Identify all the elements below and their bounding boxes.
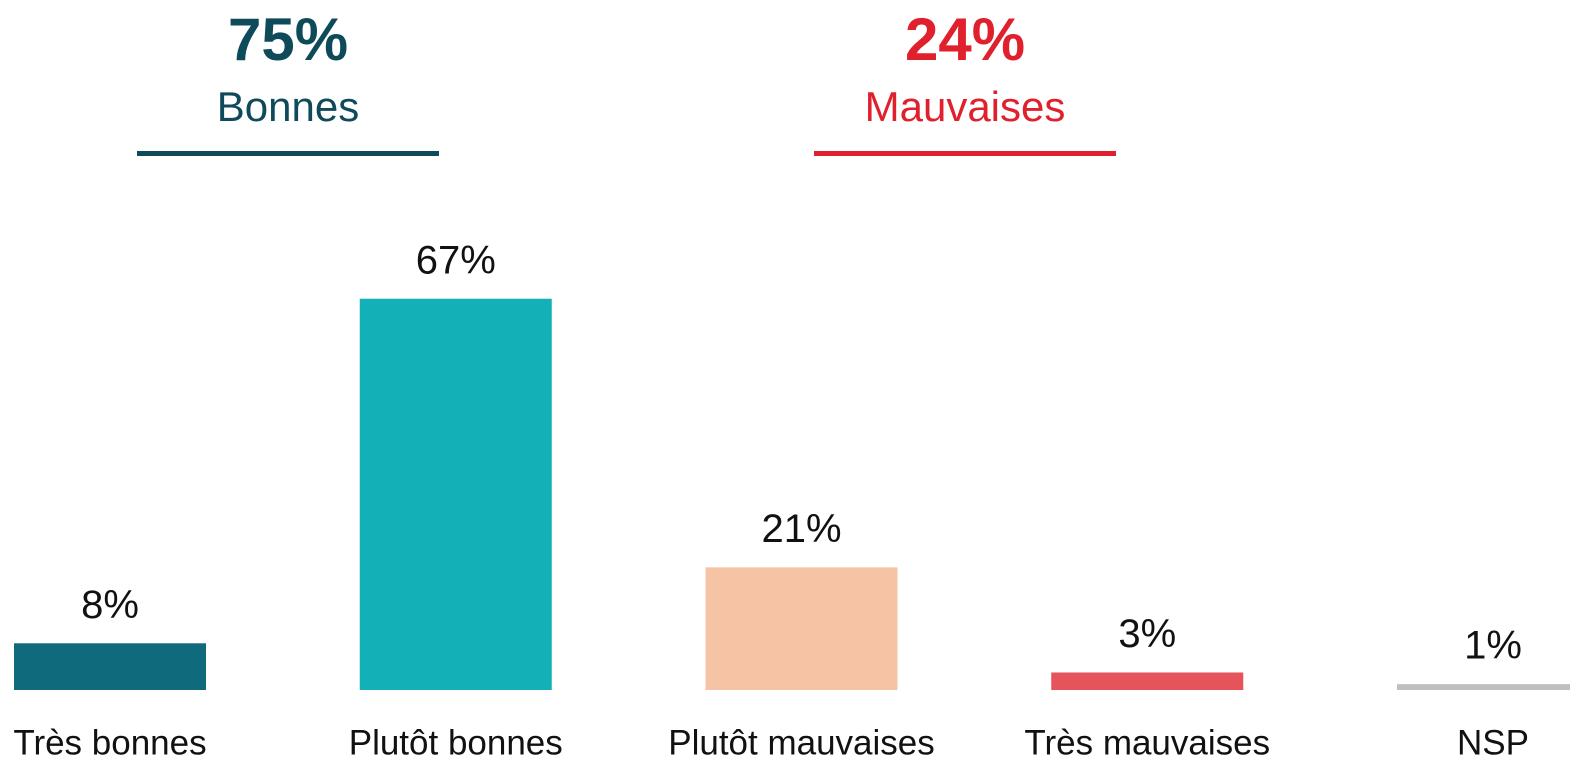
x-tick-label: Très bonnes: [13, 723, 206, 762]
value-label: 3%: [1118, 612, 1176, 656]
summary-value: 75%: [228, 6, 348, 73]
bar: [359, 298, 552, 690]
value-label: 8%: [81, 583, 139, 627]
bar: [705, 567, 898, 690]
value-label: 67%: [416, 238, 496, 282]
x-tick-label: Plutôt bonnes: [349, 723, 563, 762]
summary-underline: [814, 151, 1116, 156]
x-tick-label: NSP: [1457, 723, 1529, 762]
summary-label: Bonnes: [217, 83, 359, 130]
summary-value: 24%: [905, 6, 1025, 73]
bar: [1051, 672, 1244, 690]
summary-underline: [137, 151, 439, 156]
x-tick-label: Plutôt mauvaises: [668, 723, 935, 762]
bar: [1397, 684, 1570, 690]
value-label: 21%: [761, 507, 841, 551]
x-tick-label: Très mauvaises: [1024, 723, 1270, 762]
summary-label: Mauvaises: [865, 83, 1066, 130]
value-label: 1%: [1464, 624, 1522, 668]
bar: [14, 643, 206, 690]
